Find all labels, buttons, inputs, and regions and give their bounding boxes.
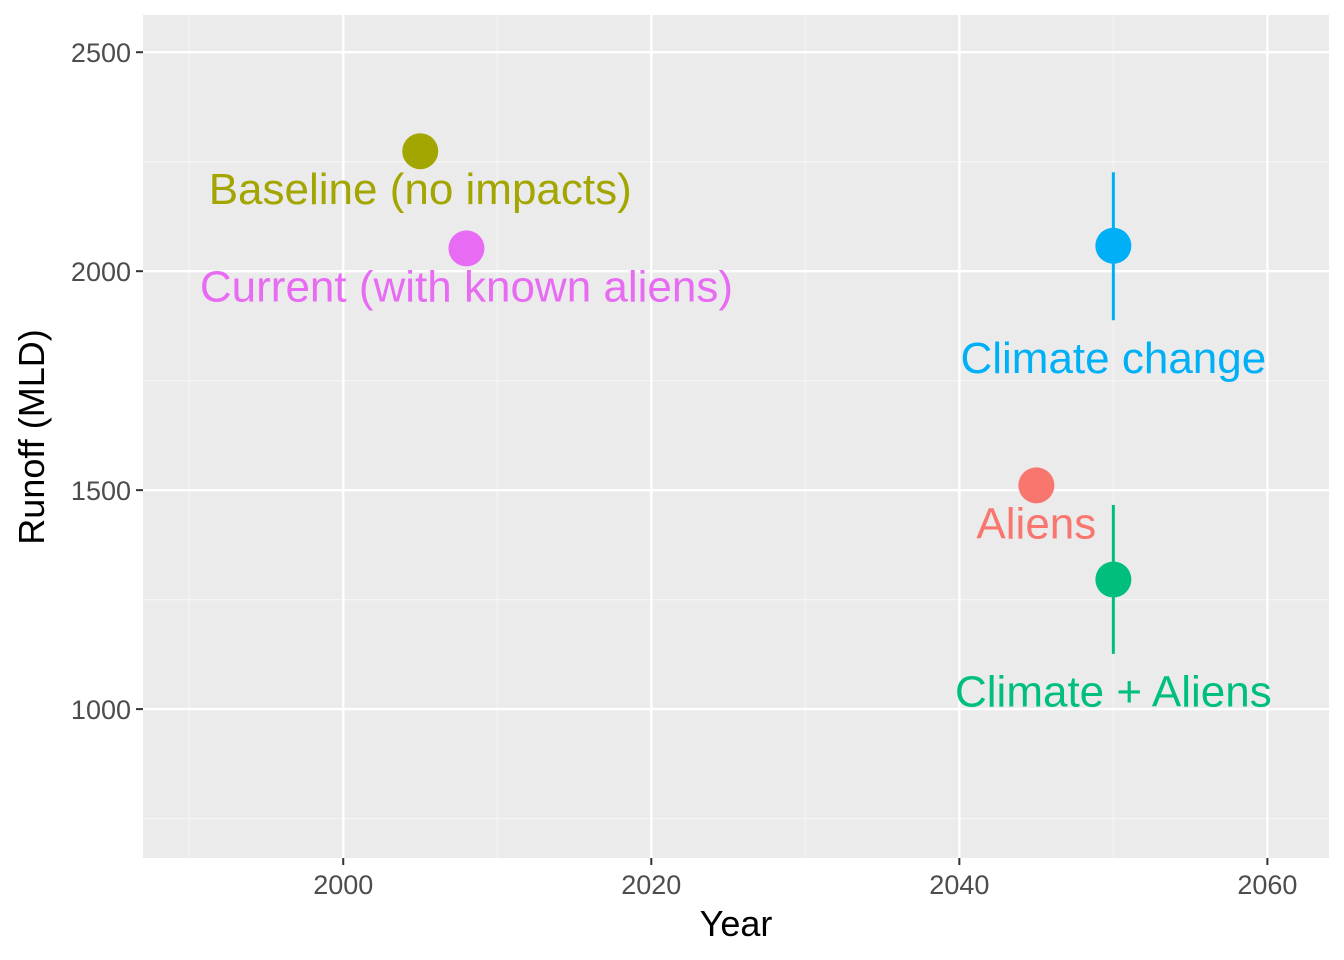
x-tick-label: 2060 xyxy=(1237,870,1297,900)
point-label: Baseline (no impacts) xyxy=(209,165,632,214)
y-axis-title: Runoff (MLD) xyxy=(11,329,52,544)
grid xyxy=(143,15,1329,858)
point-label: Aliens xyxy=(976,499,1096,548)
point-label: Climate change xyxy=(960,334,1266,383)
y-tick-label: 2000 xyxy=(71,257,131,287)
data-point xyxy=(1095,561,1132,598)
axes: 2000 2020 2040 2060 1000 1500 2000 2500 xyxy=(71,38,1298,900)
x-tick-label: 2040 xyxy=(929,870,989,900)
plot-panel xyxy=(143,15,1329,858)
x-axis-title: Year xyxy=(700,903,773,944)
marks: Baseline (no impacts) Current (with known… xyxy=(200,133,1272,716)
y-tick-label: 1000 xyxy=(71,695,131,725)
x-tick-label: 2020 xyxy=(621,870,681,900)
data-point xyxy=(448,230,485,267)
point-label: Climate + Aliens xyxy=(955,667,1272,716)
data-point xyxy=(1095,227,1132,264)
point-label: Current (with known aliens) xyxy=(200,262,733,311)
y-tick-label: 2500 xyxy=(71,38,131,68)
data-point xyxy=(402,133,439,170)
x-tick-label: 2000 xyxy=(313,870,373,900)
y-tick-label: 1500 xyxy=(71,476,131,506)
data-point xyxy=(1018,467,1055,504)
